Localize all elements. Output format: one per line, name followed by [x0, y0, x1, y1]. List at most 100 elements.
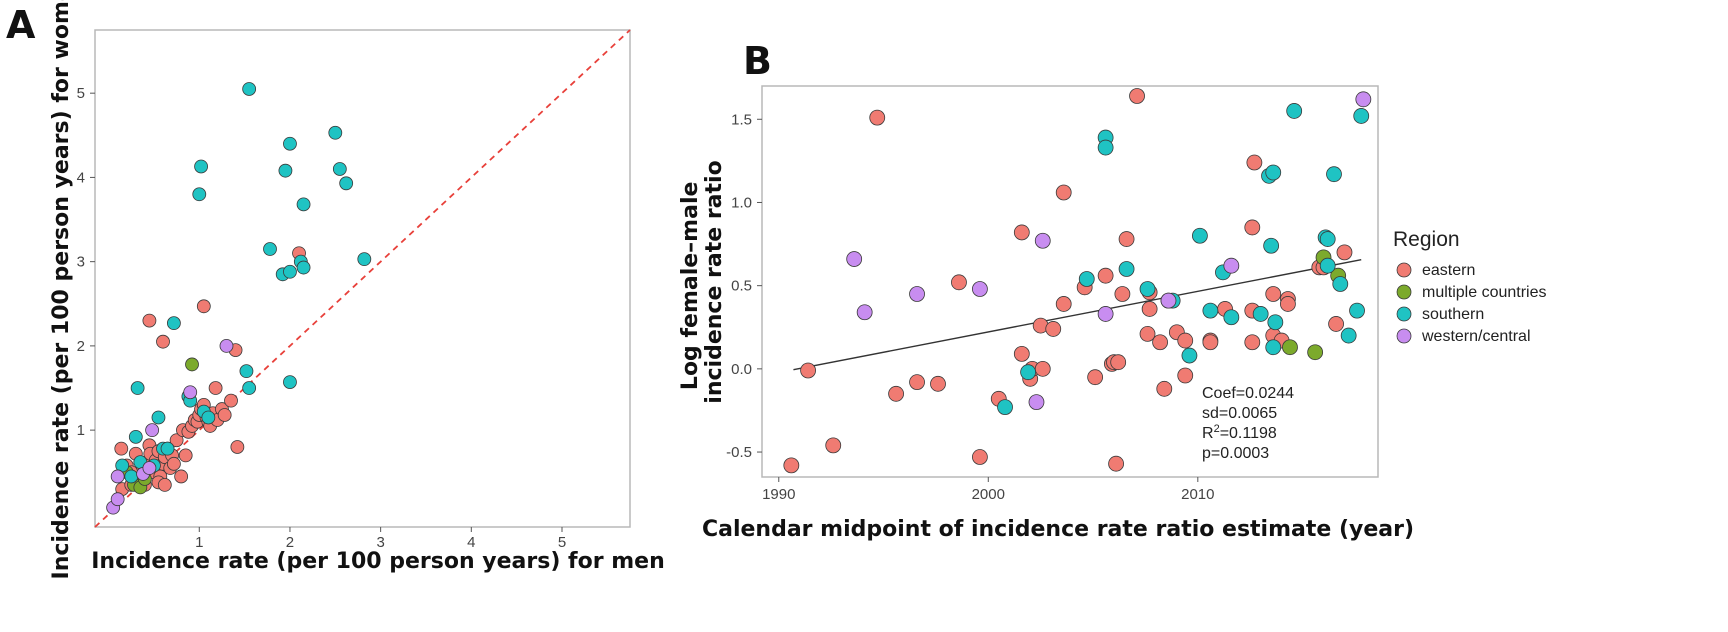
panel-b: B 1990 2000 2010 -0.5 0.0 0.5 1.0 1.5 Coef=0.02…	[678, 39, 1414, 542]
point-southern	[1223, 309, 1240, 326]
point-western-central	[1028, 394, 1045, 411]
point-eastern	[800, 362, 816, 379]
point-southern	[1139, 281, 1156, 297]
point-southern	[151, 410, 166, 425]
point-eastern	[114, 441, 129, 456]
point-southern	[283, 264, 297, 279]
panel-a-x-axis-title: Incidence rate (per 100 person years) fo…	[91, 549, 665, 574]
point-eastern	[825, 437, 842, 454]
point-western-central	[1223, 257, 1240, 274]
point-southern	[201, 410, 216, 425]
y-tick-label: 1	[77, 422, 85, 439]
point-southern	[1252, 306, 1269, 322]
point-western-central	[856, 304, 873, 321]
point-western-central	[142, 461, 157, 475]
point-southern	[357, 252, 372, 267]
point-southern	[296, 260, 311, 275]
point-eastern	[156, 334, 170, 349]
stat-sd: sd=0.0065	[1202, 405, 1277, 422]
point-eastern	[1097, 267, 1114, 284]
panel-b-points	[783, 88, 1372, 474]
y-tick-label: 4	[77, 169, 85, 186]
point-western-central	[972, 281, 988, 297]
point-western-central	[110, 469, 125, 484]
point-southern	[1319, 257, 1336, 274]
x-tick-label: 2000	[972, 486, 1005, 503]
point-eastern	[1087, 369, 1104, 386]
stat-r2: R2=0.1198	[1202, 423, 1277, 442]
y-tick-label: 1.5	[731, 111, 752, 128]
y-tick-label: 2	[77, 338, 85, 355]
point-eastern	[1139, 326, 1156, 342]
point-eastern	[169, 433, 184, 448]
panel-a-points	[106, 82, 372, 515]
point-southern	[1332, 276, 1349, 292]
legend-label: eastern	[1422, 262, 1475, 279]
point-southern	[339, 176, 354, 191]
point-eastern	[1118, 231, 1135, 247]
point-southern	[1353, 108, 1370, 124]
point-southern	[296, 197, 311, 212]
point-eastern	[166, 456, 181, 471]
x-tick-label: 1	[195, 534, 203, 551]
point-southern	[242, 82, 257, 96]
point-eastern	[1280, 296, 1296, 312]
legend-label: multiple countries	[1422, 284, 1547, 301]
point-southern	[328, 125, 343, 140]
point-eastern	[1055, 296, 1072, 312]
point-eastern	[1114, 286, 1131, 302]
point-western-central	[145, 423, 160, 438]
point-eastern	[783, 457, 800, 474]
point-southern	[1118, 261, 1135, 277]
legend-swatch	[1396, 284, 1412, 300]
point-southern	[332, 162, 347, 176]
point-eastern	[1265, 286, 1282, 302]
point-eastern	[1246, 154, 1263, 171]
point-eastern	[224, 393, 238, 408]
point-eastern	[1202, 334, 1219, 351]
point-southern	[160, 441, 175, 456]
regression-line	[793, 259, 1362, 371]
point-southern	[166, 316, 181, 331]
point-western-central	[1034, 232, 1051, 249]
point-western-central	[1160, 292, 1177, 309]
point-eastern	[1034, 360, 1051, 377]
panel-b-plot-area	[761, 85, 1379, 478]
panel-b-y-axis-title-line2-text: incidence rate ratio	[702, 160, 727, 403]
x-tick-label: 1990	[762, 486, 795, 503]
point-southern	[1326, 166, 1342, 183]
point-eastern	[888, 385, 904, 402]
point-southern	[1265, 339, 1282, 356]
point-southern	[239, 364, 254, 379]
stat-p: p=0.0003	[1202, 445, 1269, 462]
point-western-central	[846, 251, 863, 267]
panel-b-letter: B	[743, 39, 772, 83]
y-tick-label: 3	[77, 254, 85, 271]
point-eastern	[869, 109, 886, 126]
point-eastern	[196, 299, 211, 314]
point-eastern	[1141, 301, 1158, 317]
point-eastern	[217, 408, 232, 422]
point-southern	[1340, 327, 1357, 344]
panel-a-y-axis-title: Incidence rate (per 100 person years) fo…	[49, 0, 74, 579]
point-western-central	[909, 286, 925, 302]
point-southern	[1078, 271, 1095, 287]
point-southern	[997, 399, 1013, 416]
point-western-central	[110, 492, 125, 507]
point-western-central	[1355, 91, 1372, 108]
point-multiple-countries	[1307, 344, 1324, 361]
legend-label: southern	[1422, 306, 1484, 323]
point-western-central	[1097, 306, 1114, 322]
point-southern	[263, 242, 277, 256]
point-southern	[1192, 227, 1208, 244]
panel-a-reference-line	[94, 29, 631, 528]
x-tick-label: 5	[558, 534, 566, 551]
y-tick-label: 0.5	[731, 278, 752, 295]
point-eastern	[1110, 354, 1127, 371]
panel-a: A 1 2 3 4 5 1 2 3 4 5 Incidence rate (per 100 per…	[6, 0, 665, 579]
point-eastern	[1177, 367, 1194, 384]
legend-swatch	[1396, 328, 1412, 344]
panel-b-y-axis-title-line1: Log female–male incidence rate ratio	[678, 160, 727, 403]
point-eastern	[1244, 219, 1261, 236]
